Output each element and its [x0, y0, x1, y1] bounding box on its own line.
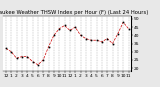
Title: Milwaukee Weather THSW Index per Hour (F) (Last 24 Hours): Milwaukee Weather THSW Index per Hour (F… — [0, 10, 148, 15]
